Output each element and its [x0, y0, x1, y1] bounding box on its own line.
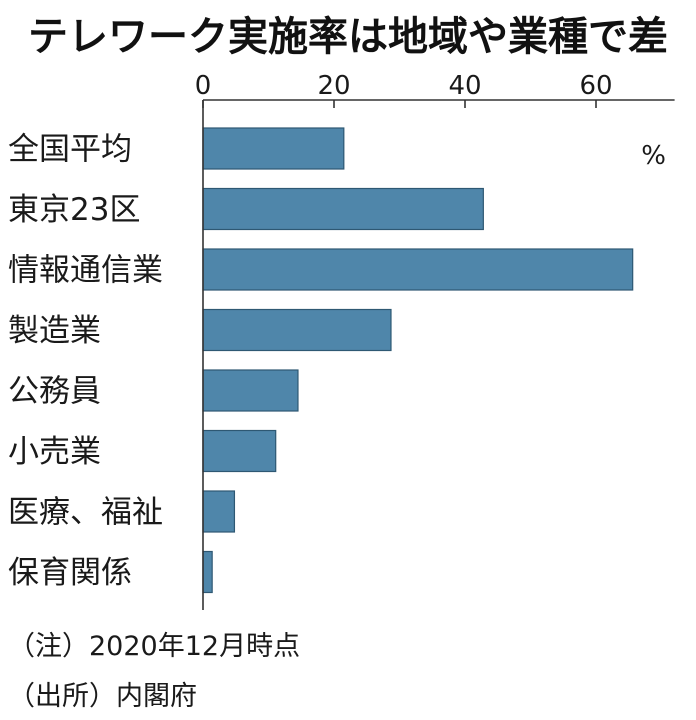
category-label: 公務員	[8, 374, 101, 410]
category-label: 情報通信業	[8, 253, 163, 289]
bar-6	[202, 429, 277, 473]
axis-layer: 0 20 40 60%	[195, 71, 675, 610]
bar-2	[202, 187, 484, 231]
bar-7	[202, 490, 236, 533]
bars-layer	[202, 127, 634, 594]
category-label: 全国平均	[8, 132, 132, 168]
x-tick-label: 20	[317, 71, 350, 101]
unit-label: %	[641, 141, 666, 171]
category-label: 保育関係	[8, 555, 132, 591]
bar-1	[202, 127, 345, 170]
x-tick-label: 40	[448, 71, 481, 101]
category-label: 医療、福祉	[8, 495, 163, 531]
x-tick-label: 60	[579, 71, 612, 101]
x-tick-label: 0	[195, 71, 212, 101]
category-label: 東京23区	[8, 192, 140, 228]
bar-4	[202, 308, 392, 352]
bar-3	[202, 248, 634, 291]
bar-5	[202, 369, 299, 412]
category-label: 製造業	[8, 313, 101, 349]
footnote: （注）2020年12月時点	[8, 631, 301, 662]
chart-title: テレワーク実施率は地域や業種で差	[28, 14, 668, 60]
category-label: 小売業	[8, 434, 101, 470]
source-note: （出所）内閣府	[8, 681, 197, 712]
bar-8	[202, 550, 213, 594]
